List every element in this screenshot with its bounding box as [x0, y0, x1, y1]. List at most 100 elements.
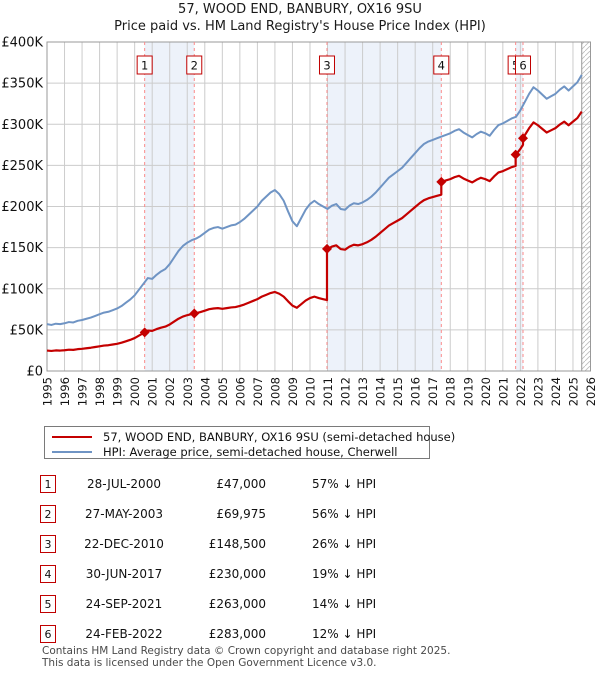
x-axis-label: 2004: [198, 377, 212, 406]
sale-price: £69,975: [216, 507, 266, 521]
price-paid-line: [46, 110, 583, 353]
hpi-line: [46, 74, 583, 326]
x-axis-label: 2019: [461, 377, 475, 406]
x-axis-label: 2014: [374, 377, 388, 406]
sale-vs-hpi: 26% ↓ HPI: [312, 537, 377, 551]
plot-border: [46, 41, 591, 372]
sale-price: £230,000: [208, 567, 266, 581]
x-axis-label: 2012: [339, 377, 353, 406]
sale-price: £148,500: [208, 537, 266, 551]
y-axis-label: £300K: [1, 118, 43, 133]
y-axis-label: £350K: [1, 77, 43, 92]
x-axis-label: 1998: [93, 377, 107, 406]
x-axis-label: 2006: [233, 377, 247, 406]
license-footer: Contains HM Land Registry data © Crown c…: [42, 645, 450, 670]
table-row: 1 28-JUL-2000 £47,000 57% ↓ HPI: [40, 469, 560, 499]
sales-table: 1 28-JUL-2000 £47,000 57% ↓ HPI 2 27-MAY…: [40, 469, 560, 649]
sale-price: £47,000: [216, 477, 266, 491]
x-axis-label: 2022: [514, 377, 528, 406]
sale-marker: [510, 149, 521, 160]
footer-line-1: Contains HM Land Registry data © Crown c…: [42, 645, 451, 657]
sale-marker: [321, 243, 332, 254]
event-number-box: [186, 55, 203, 75]
x-axis-label: 2023: [531, 377, 545, 406]
x-axis-label: 1996: [58, 377, 72, 406]
legend-item-property: 57, WOOD END, BANBURY, OX16 9SU (semi-de…: [45, 429, 455, 444]
y-axis-label: £0: [26, 365, 43, 380]
y-axis-label: £400K: [1, 36, 43, 51]
sale-marker: [189, 308, 200, 319]
sale-number-badge: 1: [40, 475, 56, 493]
y-axis-label: £200K: [1, 200, 43, 215]
x-axis-label: 1997: [76, 377, 90, 406]
x-axis-label: 2003: [181, 377, 195, 406]
x-axis-label: 2001: [146, 377, 160, 406]
x-axis-label: 2018: [444, 377, 458, 406]
x-axis-label: 2009: [286, 377, 300, 406]
x-axis-label: 2011: [321, 377, 335, 406]
x-axis-label: 2002: [163, 377, 177, 406]
footer-line-2: This data is licensed under the Open Gov…: [42, 657, 377, 670]
sale-date: 27-MAY-2003: [84, 507, 163, 521]
price-history-chart: 123456£0£50K£100K£150K£200K£250K£300K£35…: [1, 36, 598, 406]
sale-vs-hpi: 57% ↓ HPI: [312, 477, 377, 491]
y-axis-label: £100K: [1, 282, 43, 297]
sale-date: 30-JUN-2017: [85, 567, 163, 581]
x-axis-label: 2000: [128, 377, 142, 406]
table-row: 2 27-MAY-2003 £69,975 56% ↓ HPI: [40, 499, 560, 529]
event-number: 4: [438, 59, 445, 73]
sale-date: 24-FEB-2022: [85, 627, 163, 641]
x-axis-label: 2005: [216, 377, 230, 406]
hpi-line-sample: [52, 450, 92, 453]
x-axis-label: 2007: [251, 377, 265, 406]
event-number-box: [318, 55, 335, 75]
sale-date: 28-JUL-2000: [87, 477, 161, 491]
x-axis-label: 2020: [479, 377, 493, 406]
chart-legend: 57, WOOD END, BANBURY, OX16 9SU (semi-de…: [44, 426, 455, 459]
property-line-sample: [52, 435, 92, 438]
x-axis-label: 1999: [111, 377, 125, 406]
sale-number-badge: 2: [40, 505, 56, 523]
event-number-box: [136, 55, 153, 75]
x-axis-label: 2017: [426, 377, 440, 406]
sale-marker: [436, 176, 447, 187]
x-axis-label: 2008: [268, 377, 282, 406]
x-axis-label: 2015: [391, 377, 405, 406]
y-axis-label: £150K: [1, 241, 43, 256]
x-axis-label: 2013: [356, 377, 370, 406]
legend-label: 57, WOOD END, BANBURY, OX16 9SU (semi-de…: [103, 429, 456, 444]
sale-date: 24-SEP-2021: [85, 597, 163, 611]
page-title: 57, WOOD END, BANBURY, OX16 9SU: [178, 2, 422, 17]
y-axis-label: £50K: [10, 323, 44, 338]
table-row: 5 24-SEP-2021 £263,000 14% ↓ HPI: [40, 589, 560, 619]
event-number: 1: [141, 59, 148, 73]
event-number: 2: [191, 59, 198, 73]
table-row: 4 30-JUN-2017 £230,000 19% ↓ HPI: [40, 559, 560, 589]
sale-vs-hpi: 56% ↓ HPI: [312, 507, 377, 521]
sale-number-badge: 6: [40, 625, 56, 643]
x-axis-label: 2021: [496, 377, 510, 406]
sale-marker: [139, 327, 150, 338]
future-hatch-region: [581, 42, 591, 371]
legend-label: HPI: Average price, semi-detached house,…: [103, 444, 398, 459]
x-axis-label: 2026: [584, 377, 598, 406]
sale-price: £283,000: [208, 627, 266, 641]
y-axis-label: £250K: [1, 159, 43, 174]
sale-marker: [518, 133, 529, 144]
x-axis-label: 2016: [409, 377, 423, 406]
event-number-box: [433, 55, 450, 75]
event-number-box: [515, 55, 532, 75]
event-number: 3: [323, 59, 330, 73]
sale-vs-hpi: 12% ↓ HPI: [312, 627, 377, 641]
sale-number-badge: 5: [40, 595, 56, 613]
x-axis-label: 2025: [566, 377, 580, 406]
sale-number-badge: 4: [40, 565, 56, 583]
table-row: 6 24-FEB-2022 £283,000 12% ↓ HPI: [40, 619, 560, 649]
sale-vs-hpi: 19% ↓ HPI: [312, 567, 377, 581]
x-axis-label: 1995: [41, 377, 55, 406]
event-number: 6: [519, 59, 526, 73]
table-row: 3 22-DEC-2010 £148,500 26% ↓ HPI: [40, 529, 560, 559]
sale-price: £263,000: [208, 597, 266, 611]
x-axis-label: 2010: [303, 377, 317, 406]
